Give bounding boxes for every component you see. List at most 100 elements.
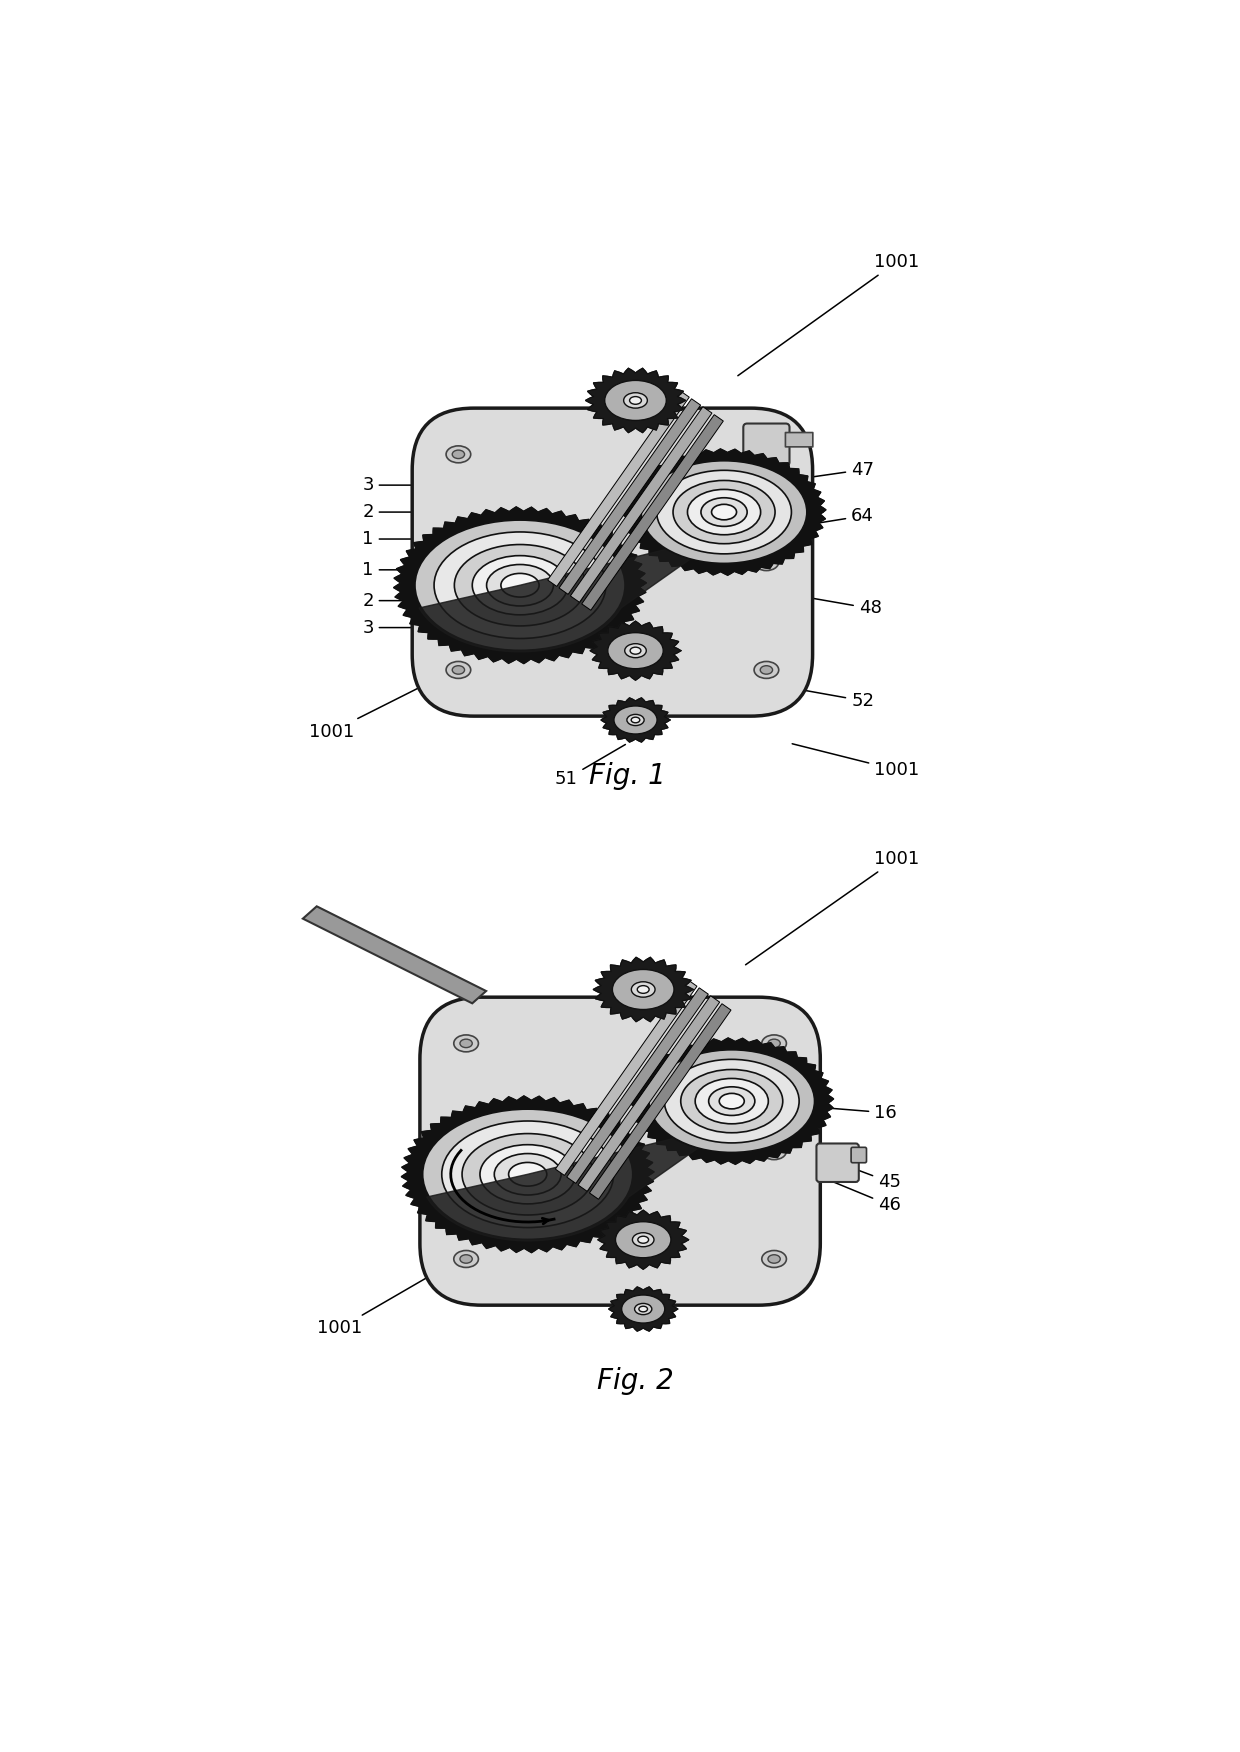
Polygon shape — [548, 391, 689, 587]
Ellipse shape — [460, 1148, 472, 1155]
Text: 4: 4 — [439, 434, 601, 452]
Polygon shape — [402, 1097, 655, 1253]
FancyBboxPatch shape — [743, 424, 790, 466]
Ellipse shape — [681, 1069, 782, 1134]
Ellipse shape — [627, 715, 644, 725]
Polygon shape — [590, 622, 681, 680]
Ellipse shape — [768, 1254, 780, 1263]
Text: 16: 16 — [792, 1104, 897, 1121]
Ellipse shape — [641, 461, 807, 564]
Ellipse shape — [501, 573, 539, 597]
Polygon shape — [559, 399, 701, 594]
Ellipse shape — [630, 646, 641, 653]
Ellipse shape — [760, 450, 773, 459]
Polygon shape — [622, 449, 826, 575]
Text: 3: 3 — [362, 618, 425, 636]
FancyBboxPatch shape — [420, 997, 821, 1305]
Text: 1: 1 — [362, 561, 425, 578]
Polygon shape — [570, 406, 712, 603]
Ellipse shape — [657, 470, 791, 554]
Ellipse shape — [453, 666, 465, 675]
Ellipse shape — [454, 1142, 479, 1160]
Ellipse shape — [761, 1142, 786, 1160]
Text: 46: 46 — [827, 1179, 901, 1214]
Ellipse shape — [454, 1035, 479, 1051]
Ellipse shape — [453, 450, 465, 459]
Text: 1001: 1001 — [309, 683, 429, 741]
Ellipse shape — [495, 1153, 562, 1195]
Ellipse shape — [460, 1039, 472, 1048]
Ellipse shape — [637, 1237, 649, 1244]
Text: 2: 2 — [362, 592, 425, 610]
Ellipse shape — [446, 554, 471, 571]
Ellipse shape — [761, 1035, 786, 1051]
Polygon shape — [556, 979, 697, 1176]
Polygon shape — [598, 1211, 688, 1268]
Text: 64: 64 — [769, 506, 874, 531]
Ellipse shape — [665, 1060, 799, 1142]
Ellipse shape — [768, 1148, 780, 1155]
Polygon shape — [582, 415, 723, 610]
Ellipse shape — [624, 392, 647, 408]
Ellipse shape — [472, 555, 568, 615]
Text: 1001: 1001 — [738, 252, 919, 375]
Ellipse shape — [480, 1144, 575, 1204]
Ellipse shape — [637, 986, 649, 993]
FancyBboxPatch shape — [412, 408, 812, 717]
Ellipse shape — [754, 554, 779, 571]
Text: 52: 52 — [758, 682, 874, 710]
Polygon shape — [630, 1037, 833, 1165]
Ellipse shape — [434, 533, 606, 638]
Text: 45: 45 — [831, 1160, 901, 1191]
Text: 47: 47 — [758, 461, 874, 485]
Ellipse shape — [423, 1109, 632, 1239]
Ellipse shape — [486, 564, 553, 606]
Ellipse shape — [631, 981, 655, 997]
Polygon shape — [593, 957, 693, 1021]
Polygon shape — [303, 906, 486, 1004]
Ellipse shape — [719, 1093, 744, 1109]
Ellipse shape — [649, 1049, 815, 1153]
Text: 3: 3 — [362, 477, 425, 494]
Text: Fig. 1: Fig. 1 — [589, 762, 666, 790]
Polygon shape — [585, 368, 686, 433]
Ellipse shape — [446, 445, 471, 463]
Text: Fig. 2: Fig. 2 — [598, 1367, 673, 1395]
Ellipse shape — [630, 396, 641, 405]
Ellipse shape — [760, 666, 773, 675]
Polygon shape — [393, 506, 646, 664]
Ellipse shape — [761, 1251, 786, 1267]
Ellipse shape — [701, 498, 748, 526]
FancyBboxPatch shape — [851, 1148, 867, 1163]
Ellipse shape — [615, 1221, 671, 1258]
Ellipse shape — [453, 557, 465, 566]
Polygon shape — [427, 1125, 732, 1240]
Polygon shape — [601, 697, 670, 743]
Text: 2: 2 — [362, 503, 425, 520]
Text: 1001: 1001 — [745, 850, 919, 965]
Text: 1: 1 — [362, 531, 425, 548]
Ellipse shape — [635, 1303, 652, 1314]
Ellipse shape — [446, 662, 471, 678]
Ellipse shape — [754, 662, 779, 678]
Ellipse shape — [614, 706, 657, 734]
Ellipse shape — [415, 520, 625, 650]
Ellipse shape — [631, 717, 640, 724]
Ellipse shape — [708, 1086, 755, 1116]
Polygon shape — [609, 1288, 678, 1332]
Ellipse shape — [454, 545, 585, 625]
Ellipse shape — [608, 632, 663, 669]
FancyBboxPatch shape — [785, 433, 813, 447]
Ellipse shape — [760, 557, 773, 566]
Text: 51: 51 — [554, 745, 625, 788]
Ellipse shape — [712, 505, 737, 520]
Polygon shape — [419, 534, 724, 652]
Ellipse shape — [696, 1079, 769, 1123]
Ellipse shape — [460, 1254, 472, 1263]
Ellipse shape — [768, 1039, 780, 1048]
Ellipse shape — [605, 380, 666, 420]
Ellipse shape — [441, 1121, 614, 1228]
FancyBboxPatch shape — [816, 1144, 859, 1183]
Ellipse shape — [754, 445, 779, 463]
Text: 1001: 1001 — [792, 745, 919, 780]
